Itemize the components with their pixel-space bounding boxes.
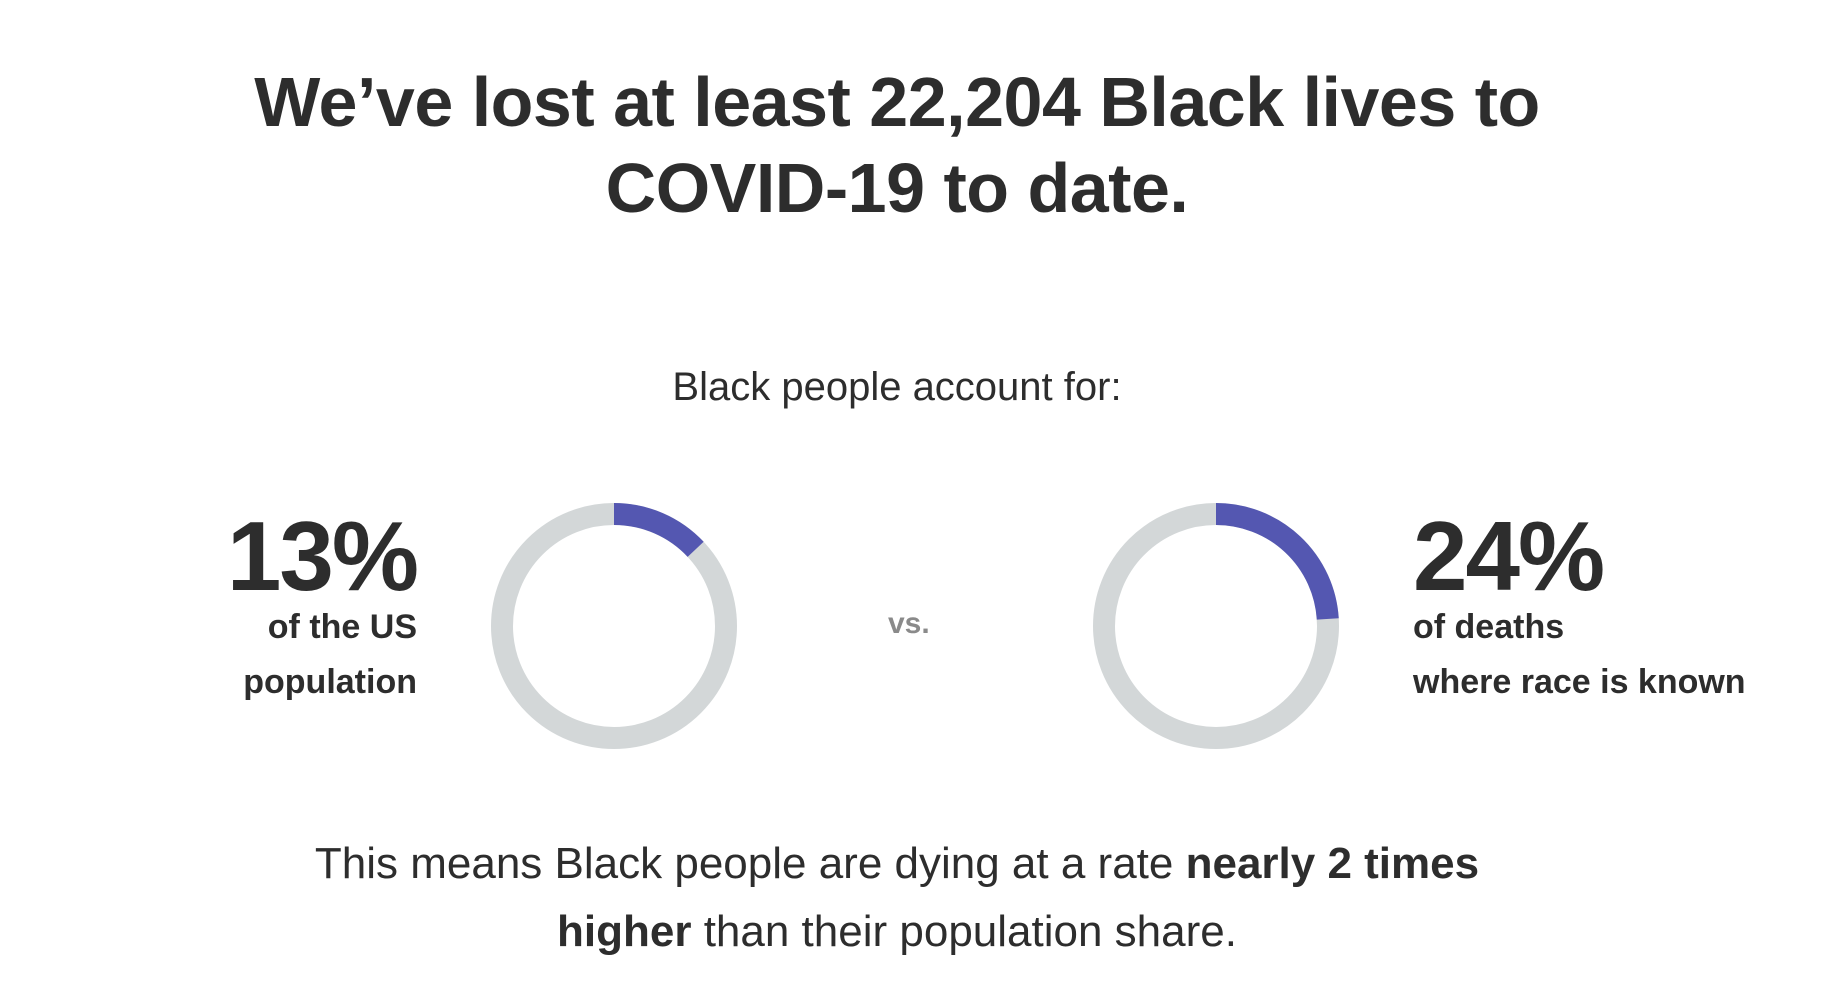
conclusion-segment: nearly 2 times higher — [557, 839, 1480, 956]
title-line: COVID-19 to date. — [605, 149, 1189, 227]
caption-line: where race is known — [1413, 663, 1746, 701]
caption-line: of deaths — [1413, 608, 1565, 646]
donut-arc — [613, 503, 704, 558]
conclusion-segment: This means Black people are dying at a r… — [314, 839, 1186, 888]
percent-label: 13% — [226, 501, 419, 611]
conclusion: This means Black people are dying at a r… — [297, 830, 1497, 966]
caption-line: of the US — [267, 608, 417, 646]
conclusion-segment: than their population share. — [691, 907, 1237, 956]
title-line: We’ve lost at least 22,204 Black lives t… — [254, 63, 1540, 141]
subtitle: Black people account for: — [672, 365, 1122, 409]
donut-arc — [1215, 503, 1339, 620]
caption-line: population — [243, 663, 417, 701]
percent-label: 24% — [1413, 501, 1605, 611]
separator: vs. — [888, 607, 930, 640]
